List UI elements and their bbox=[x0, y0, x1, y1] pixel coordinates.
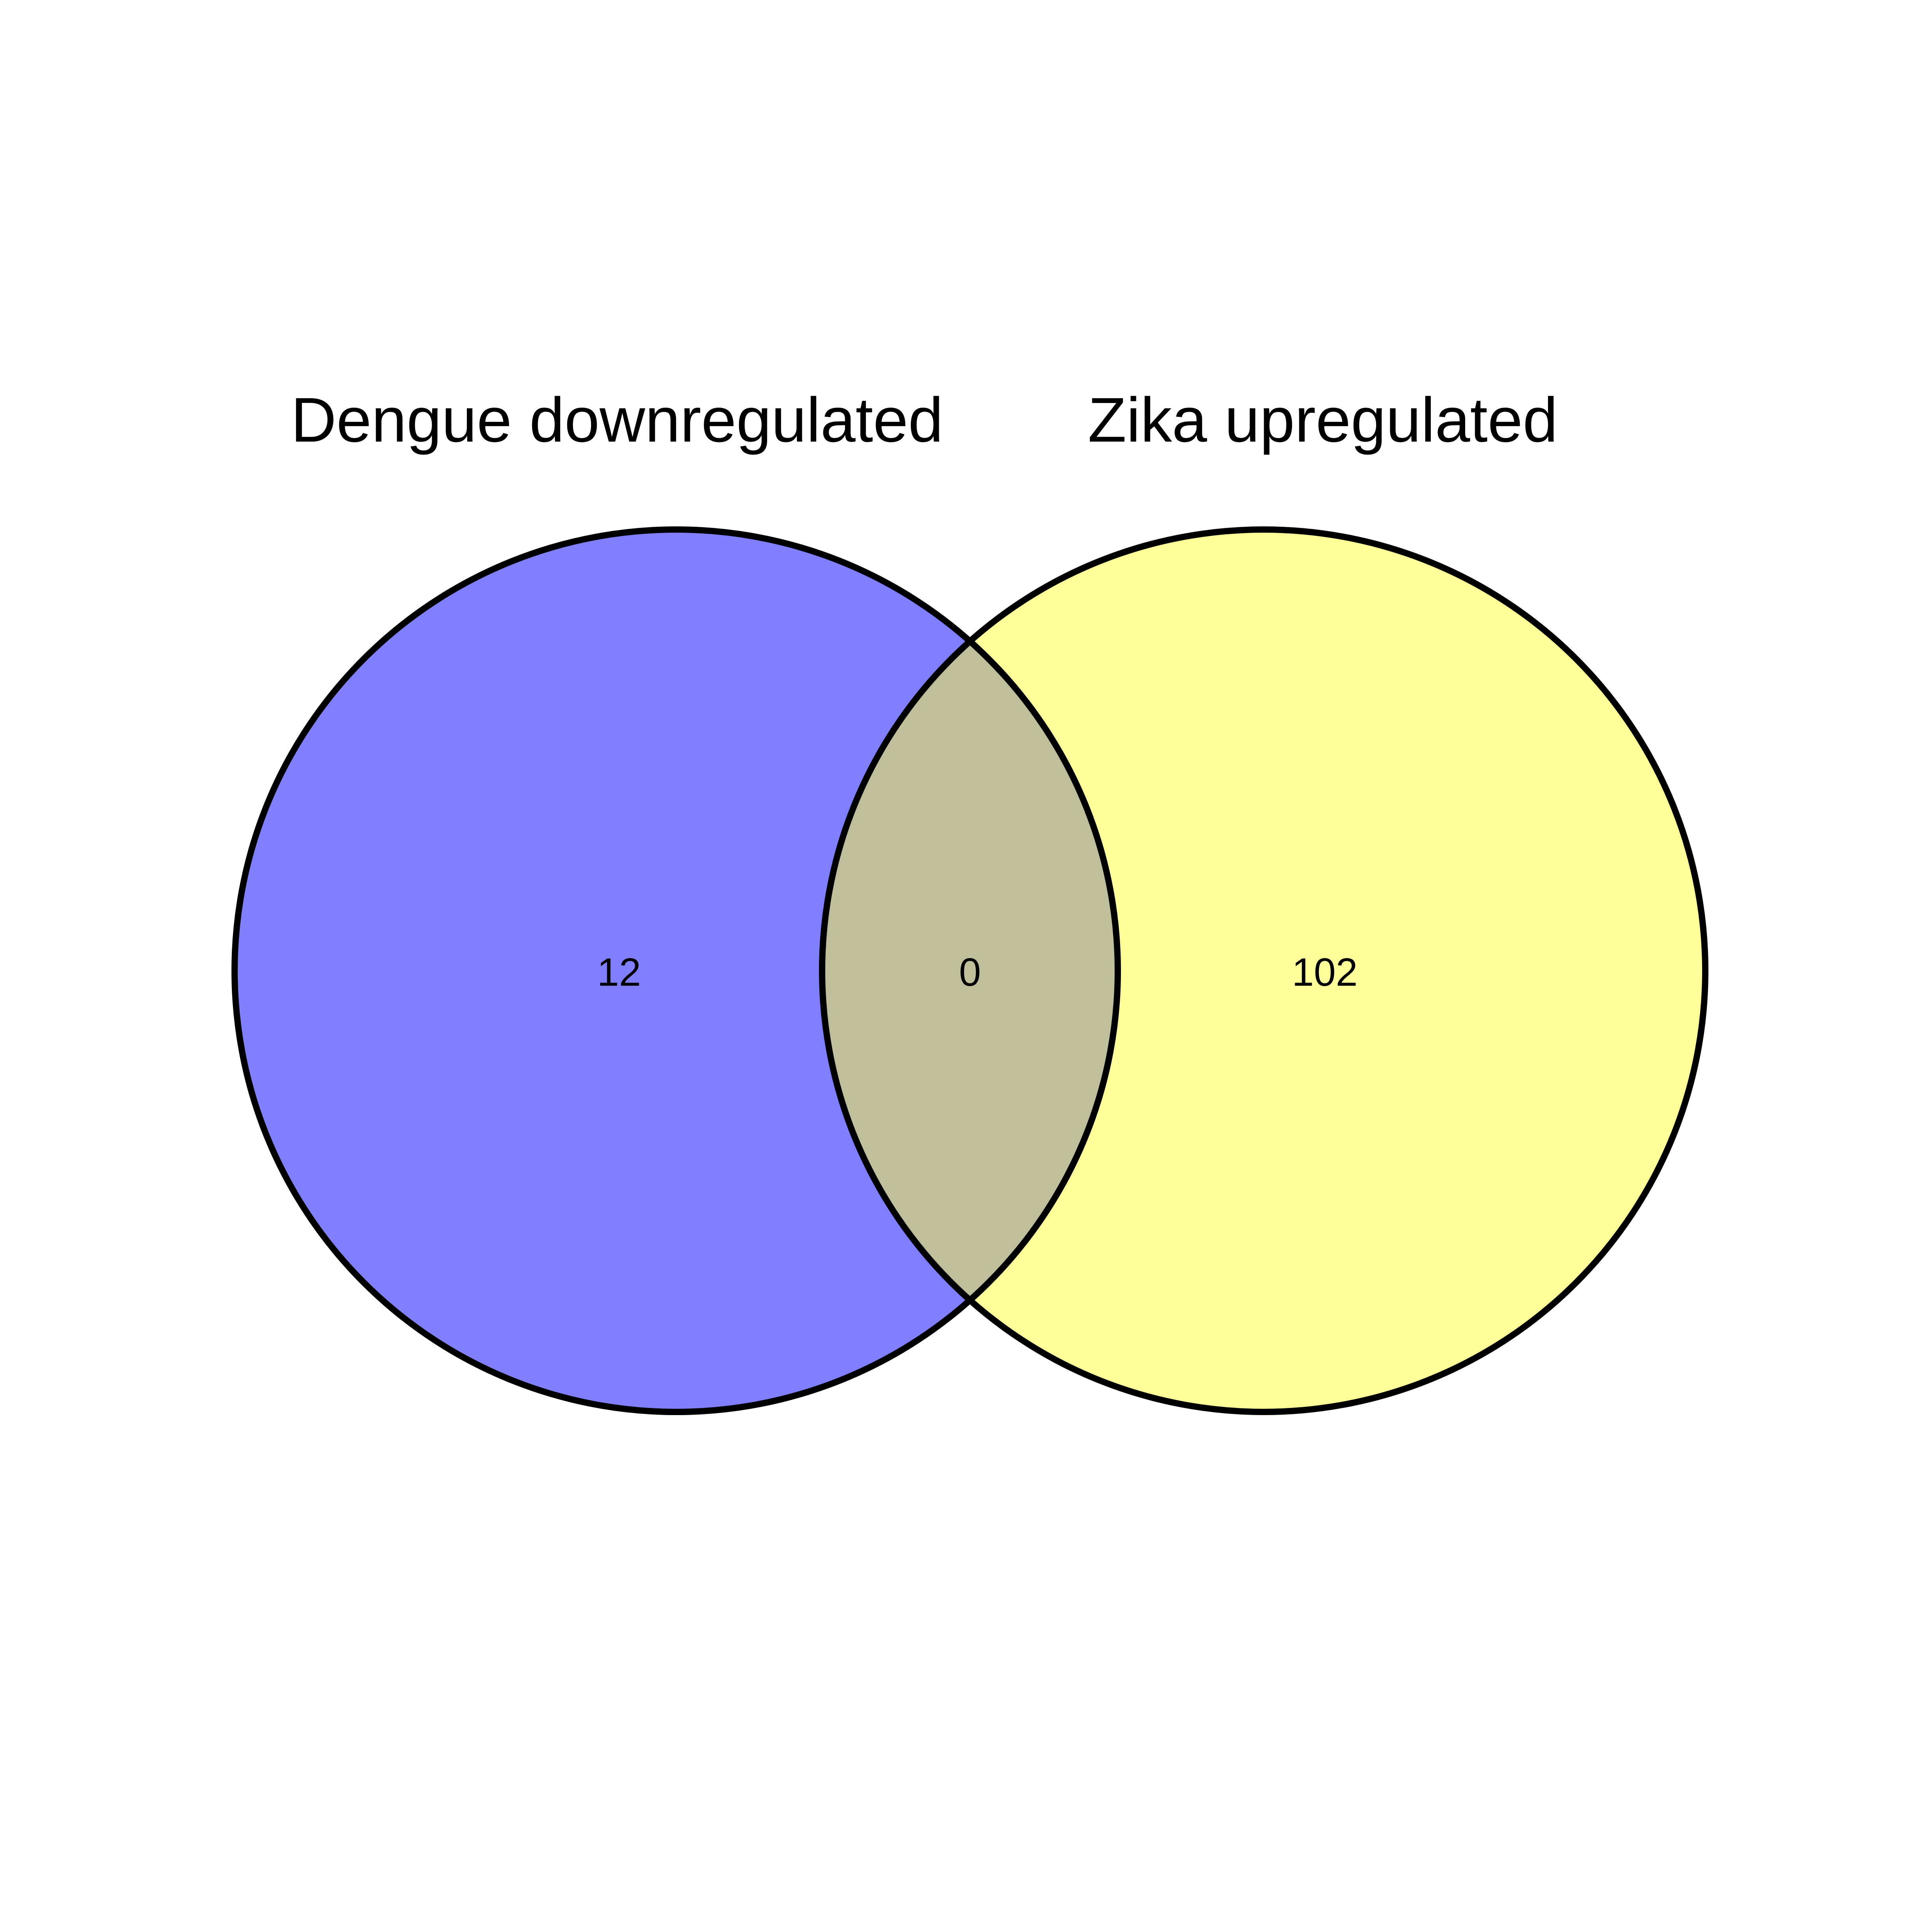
set-b-only-count: 102 bbox=[1292, 950, 1358, 994]
set-a-title: Dengue downregulated bbox=[291, 384, 944, 455]
set-b-outline bbox=[819, 526, 1708, 1415]
intersection-count: 0 bbox=[959, 950, 981, 994]
set-b-title: Zika upregulated bbox=[1088, 384, 1558, 455]
intersection-region bbox=[822, 530, 1118, 1412]
set-a-outline bbox=[231, 526, 1121, 1415]
set-a-only-count: 12 bbox=[597, 950, 641, 994]
